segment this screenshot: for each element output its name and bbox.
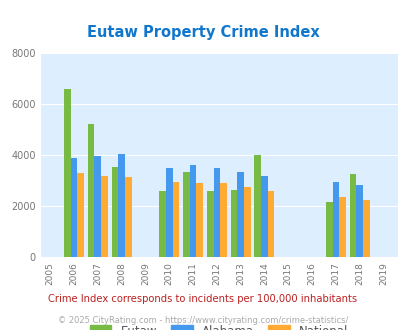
Bar bbox=[87, 124, 94, 257]
Bar bbox=[118, 154, 125, 257]
Bar bbox=[213, 168, 220, 257]
Bar bbox=[64, 88, 70, 257]
Bar bbox=[70, 158, 77, 257]
Bar bbox=[125, 177, 131, 257]
Bar bbox=[94, 156, 101, 257]
Bar bbox=[325, 202, 332, 257]
Bar bbox=[243, 187, 250, 257]
Text: Crime Index corresponds to incidents per 100,000 inhabitants: Crime Index corresponds to incidents per… bbox=[48, 294, 357, 304]
Bar bbox=[77, 173, 84, 257]
Bar bbox=[189, 165, 196, 257]
Bar bbox=[349, 174, 356, 257]
Bar bbox=[111, 167, 118, 257]
Bar bbox=[183, 172, 189, 257]
Bar bbox=[260, 176, 267, 257]
Bar bbox=[237, 172, 243, 257]
Bar bbox=[339, 197, 345, 257]
Bar bbox=[254, 155, 260, 257]
Legend: Eutaw, Alabama, National: Eutaw, Alabama, National bbox=[90, 325, 347, 330]
Bar bbox=[362, 200, 369, 257]
Bar bbox=[196, 183, 202, 257]
Bar bbox=[159, 191, 166, 257]
Bar bbox=[166, 168, 172, 257]
Bar bbox=[172, 182, 179, 257]
Bar bbox=[220, 183, 226, 257]
Bar bbox=[101, 176, 107, 257]
Bar bbox=[267, 191, 274, 257]
Text: Eutaw Property Crime Index: Eutaw Property Crime Index bbox=[86, 25, 319, 40]
Bar bbox=[206, 191, 213, 257]
Text: © 2025 CityRating.com - https://www.cityrating.com/crime-statistics/: © 2025 CityRating.com - https://www.city… bbox=[58, 316, 347, 325]
Bar bbox=[356, 184, 362, 257]
Bar bbox=[332, 182, 339, 257]
Bar bbox=[230, 190, 237, 257]
